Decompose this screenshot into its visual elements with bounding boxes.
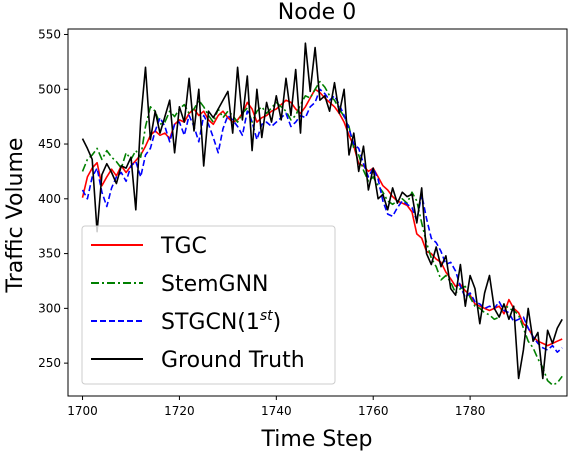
y-tick-label: 400 bbox=[38, 192, 61, 206]
plot-lines bbox=[81, 42, 563, 386]
y-tick-label: 500 bbox=[38, 82, 61, 96]
y-tick-label: 450 bbox=[38, 137, 61, 151]
y-tick-label: 550 bbox=[38, 27, 61, 41]
legend-label-ground-truth: Ground Truth bbox=[161, 348, 305, 373]
legend-label-tgc: TGC bbox=[160, 234, 207, 259]
y-tick-label: 250 bbox=[38, 356, 61, 370]
x-tick-label: 1700 bbox=[67, 404, 98, 418]
plot-area bbox=[67, 28, 568, 397]
x-tick-label: 1720 bbox=[164, 404, 195, 418]
y-axis: 250 300 350 400 450 500 550 bbox=[38, 27, 68, 370]
y-axis-title: Traffic Volume bbox=[3, 138, 28, 294]
x-tick-label: 1780 bbox=[455, 404, 486, 418]
series-line-ground-truth bbox=[81, 42, 563, 380]
x-axis: 1700 1720 1740 1760 1780 bbox=[67, 396, 485, 418]
legend-frame bbox=[81, 225, 336, 385]
y-tick-label: 350 bbox=[38, 247, 61, 261]
x-tick-label: 1760 bbox=[358, 404, 389, 418]
x-tick-label: 1740 bbox=[261, 404, 292, 418]
x-axis-title: Time Step bbox=[261, 427, 373, 452]
legend-label-stemgnn: StemGNN bbox=[161, 272, 269, 297]
y-tick-label: 300 bbox=[38, 301, 61, 315]
chart-title: Node 0 bbox=[278, 0, 356, 25]
